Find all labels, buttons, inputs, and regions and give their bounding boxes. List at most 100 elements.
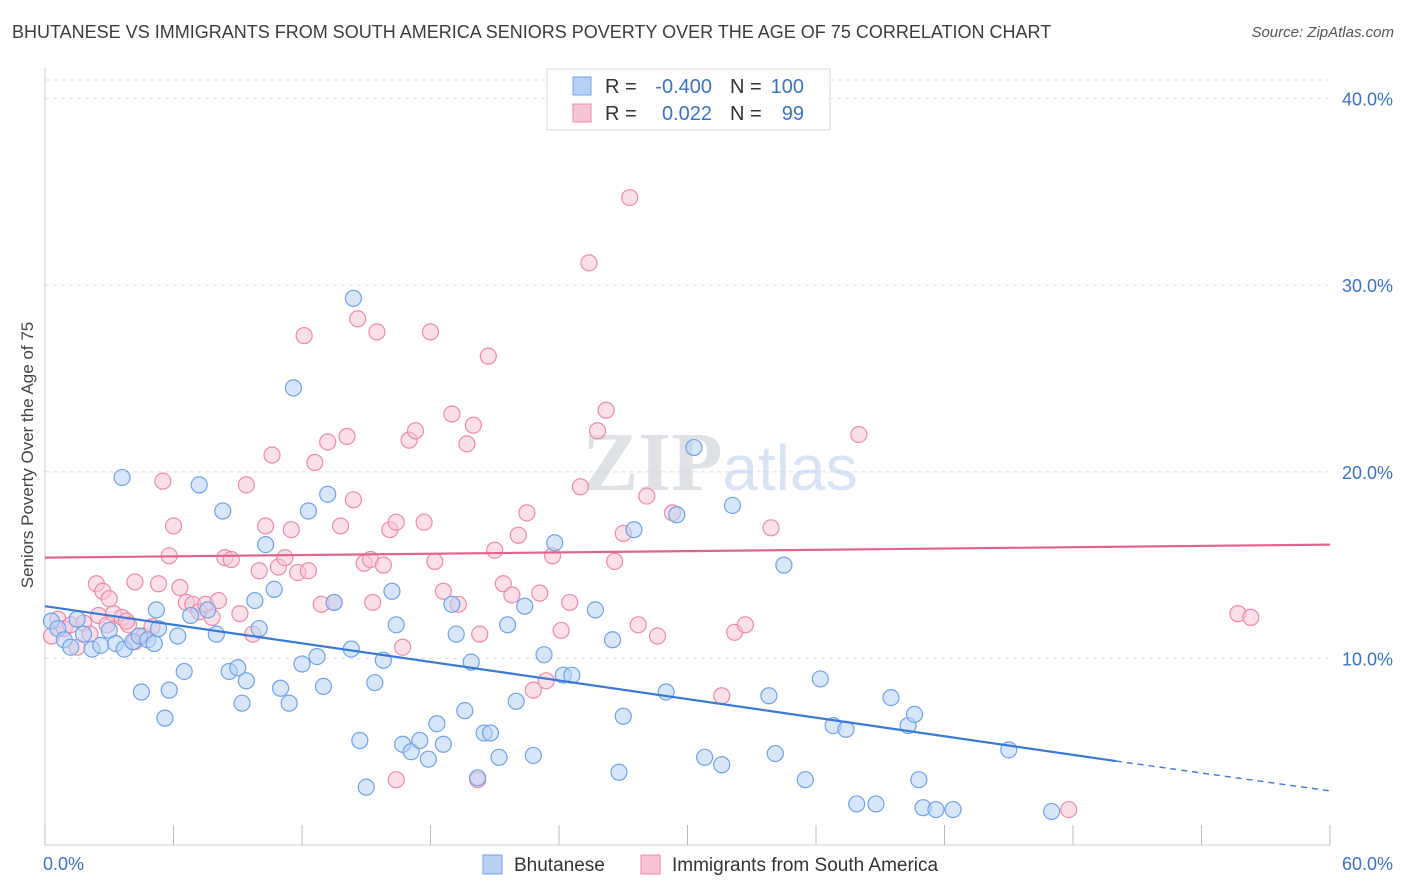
blue-point	[74, 625, 93, 643]
bottom-legend-label: Immigrants from South America	[672, 855, 939, 876]
blue-point	[175, 662, 193, 681]
blue-point	[848, 795, 866, 813]
pink-point	[621, 188, 639, 207]
pink-point	[503, 586, 521, 604]
blue-point	[434, 735, 452, 753]
blue-point	[625, 521, 643, 539]
pink-point	[164, 517, 183, 535]
bottom-legend-label: Bhutanese	[514, 855, 605, 876]
blue-point	[910, 771, 928, 789]
legend-swatch	[572, 76, 592, 96]
legend-swatch	[572, 103, 592, 123]
blue-point	[603, 631, 622, 649]
x-tick-label: 0.0%	[43, 854, 84, 874]
chart-source: Source: ZipAtlas.com	[1251, 24, 1394, 41]
pink-point	[629, 616, 647, 634]
grid-layer: 10.0% 20.0% 30.0% 40.0%	[45, 79, 1393, 669]
blue-point	[68, 610, 86, 628]
legend-n-value: 100	[771, 76, 804, 98]
blue-point	[293, 655, 311, 673]
pink-point	[117, 612, 135, 630]
blue-point	[507, 692, 525, 710]
blue-point	[447, 625, 465, 643]
blue-point	[250, 619, 268, 638]
pink-point	[171, 578, 189, 597]
pink-point	[443, 405, 461, 423]
pink-point	[406, 422, 425, 440]
blue-point	[149, 619, 168, 638]
blue-point	[723, 496, 742, 515]
blue-point	[92, 636, 110, 654]
blue-point	[944, 800, 962, 819]
blue-point	[182, 606, 200, 625]
pink-trend-line	[44, 543, 1331, 559]
blue-point	[308, 647, 326, 666]
blue-trend-extension	[1115, 760, 1331, 792]
pink-point	[486, 541, 504, 559]
blue-point	[1042, 802, 1061, 821]
blue-point	[145, 634, 163, 653]
y-tick-label: 30.0%	[1342, 276, 1393, 296]
blue-point	[132, 683, 150, 701]
blue-point	[265, 580, 283, 598]
blue-point	[516, 597, 534, 615]
blue-point	[351, 731, 369, 750]
blue-point	[614, 707, 632, 725]
pink-point	[1242, 608, 1260, 626]
blue-point	[246, 591, 264, 610]
pink-point	[509, 526, 527, 544]
pink-point	[597, 401, 615, 419]
blue-point	[499, 616, 517, 634]
watermark: ZIPatlas	[582, 416, 857, 509]
blue-point	[867, 795, 885, 813]
pink-point	[222, 550, 240, 569]
blue-point	[387, 616, 405, 634]
blue-point	[284, 379, 303, 397]
legend-n-label: N =	[730, 103, 762, 125]
pink-point	[319, 433, 337, 451]
y-tick-label: 10.0%	[1342, 649, 1393, 669]
blue-point	[113, 468, 131, 487]
pink-point	[638, 487, 656, 505]
pink-point	[263, 446, 281, 464]
pink-point	[100, 590, 118, 608]
blue-point	[325, 593, 343, 612]
blue-point	[199, 601, 217, 619]
blue-point	[905, 705, 924, 723]
pink-point	[524, 681, 542, 699]
blue-point	[237, 672, 255, 690]
pink-point	[364, 593, 382, 612]
pink-point	[518, 504, 536, 522]
pink-point	[149, 575, 168, 593]
pink-point	[276, 549, 294, 567]
blue-point	[443, 595, 461, 613]
blue-point	[685, 438, 703, 457]
blue-point	[428, 715, 446, 733]
pink-point	[387, 513, 405, 531]
legend-r-label: R =	[605, 103, 637, 125]
pink-point	[282, 521, 300, 539]
pink-point	[561, 593, 579, 612]
blue-point	[535, 646, 553, 664]
legend-r-value: -0.400	[655, 76, 712, 98]
blue-point	[456, 702, 474, 720]
axis-layer: 0.0% 60.0%	[43, 68, 1393, 874]
blue-point	[357, 778, 375, 796]
blue-point	[668, 506, 686, 524]
pink-point	[471, 625, 489, 643]
blue-point	[419, 750, 437, 768]
pink-point	[374, 556, 392, 574]
pink-point	[250, 562, 268, 580]
blue-point	[469, 769, 487, 787]
blue-point	[169, 627, 187, 645]
pink-point	[126, 573, 144, 591]
x-tick-label: 60.0%	[1342, 854, 1393, 874]
blue-point	[190, 476, 208, 494]
y-tick-label: 40.0%	[1342, 90, 1393, 110]
blue-point	[411, 731, 429, 750]
blue-point	[586, 601, 605, 619]
blue-point	[214, 502, 232, 520]
pink-point	[537, 672, 555, 690]
blue-point	[271, 679, 290, 697]
